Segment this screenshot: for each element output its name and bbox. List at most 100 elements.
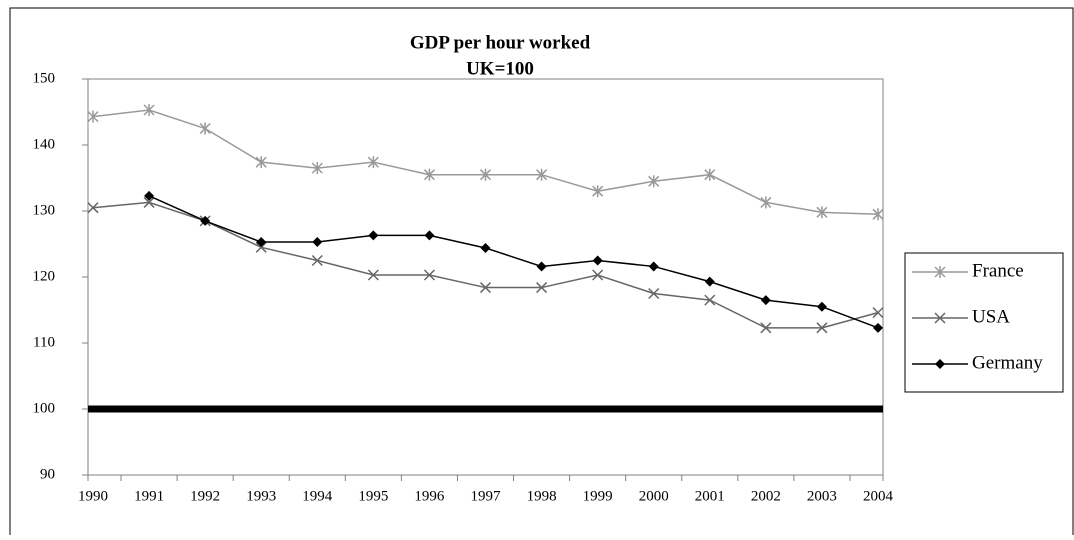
legend-label: France	[972, 260, 1024, 281]
marker	[934, 266, 946, 278]
marker	[143, 104, 155, 117]
marker	[144, 190, 155, 201]
marker	[255, 241, 267, 253]
chart-subtitle: UK=100	[466, 58, 534, 79]
marker	[816, 322, 828, 334]
x-tick-label: 2000	[639, 488, 669, 504]
marker	[592, 185, 604, 198]
x-tick-label: 2004	[863, 488, 894, 504]
marker-stroke	[648, 287, 660, 300]
marker	[935, 359, 945, 369]
marker-shape	[873, 322, 883, 333]
marker-shape	[144, 190, 155, 201]
marker	[760, 196, 772, 209]
marker	[143, 196, 155, 208]
marker	[760, 295, 771, 306]
marker	[536, 168, 548, 181]
x-tick-label: 1995	[358, 488, 388, 504]
marker-shape	[480, 242, 491, 253]
y-tick-label: 150	[33, 70, 56, 86]
marker-shape	[648, 261, 659, 272]
marker	[704, 168, 716, 181]
marker	[367, 156, 379, 169]
marker-stroke	[934, 312, 946, 324]
legend	[904, 252, 1064, 393]
marker	[536, 261, 547, 272]
marker	[200, 215, 211, 226]
x-tick-label: 1993	[246, 488, 276, 504]
marker-stroke	[255, 241, 267, 253]
marker-shape	[592, 255, 603, 266]
marker	[873, 322, 883, 333]
x-tick-label: 1991	[134, 488, 164, 504]
x-tick-label: 1992	[190, 488, 220, 504]
marker-shape	[760, 295, 771, 306]
marker-shape	[312, 237, 323, 248]
x-tick-label: 1999	[583, 488, 613, 504]
marker	[479, 282, 492, 294]
y-tick-label: 100	[33, 400, 56, 416]
marker-stroke	[143, 196, 155, 208]
marker	[592, 255, 603, 266]
x-tick-label: 2001	[695, 488, 725, 504]
marker-shape	[424, 230, 435, 241]
marker	[424, 230, 435, 241]
marker-stroke	[479, 282, 492, 294]
marker	[648, 261, 659, 272]
marker	[255, 156, 267, 169]
marker	[87, 202, 99, 214]
marker-stroke	[536, 282, 548, 294]
marker	[648, 287, 660, 300]
marker	[704, 294, 716, 306]
marker-shape	[816, 301, 827, 312]
marker	[423, 168, 435, 181]
marker-stroke	[423, 269, 435, 281]
legend-label: Germany	[972, 352, 1043, 373]
marker-shape	[200, 215, 211, 226]
x-tick-label: 1996	[414, 488, 445, 504]
marker-stroke	[87, 202, 99, 214]
marker	[816, 206, 828, 219]
x-tick-label: 1990	[78, 488, 108, 504]
marker	[367, 269, 379, 281]
marker	[199, 122, 211, 135]
marker-stroke	[760, 322, 772, 334]
chart-title: GDP per hour worked	[410, 32, 591, 53]
series-line	[148, 195, 879, 329]
marker	[311, 162, 323, 175]
y-tick-label: 110	[33, 334, 55, 350]
marker-stroke	[704, 294, 716, 306]
marker	[479, 168, 492, 181]
x-tick-label: 1998	[527, 488, 557, 504]
marker	[934, 312, 946, 324]
marker-shape	[704, 276, 715, 287]
x-tick-label: 1997	[471, 488, 502, 504]
marker	[704, 276, 715, 287]
legend-label: USA	[972, 306, 1010, 327]
marker	[311, 254, 323, 267]
marker	[872, 208, 884, 221]
marker-stroke	[872, 307, 884, 319]
marker	[592, 269, 604, 281]
marker	[368, 230, 379, 241]
marker	[480, 242, 491, 253]
marker-shape	[368, 230, 379, 241]
marker	[312, 237, 323, 248]
y-tick-label: 140	[33, 136, 56, 152]
marker	[87, 110, 99, 123]
marker-stroke	[367, 269, 379, 281]
y-tick-label: 90	[40, 466, 55, 482]
marker-stroke	[311, 254, 323, 267]
marker	[256, 237, 267, 248]
marker	[760, 322, 772, 334]
x-tick-label: 1994	[302, 488, 333, 504]
marker	[536, 282, 548, 294]
marker-stroke	[816, 322, 828, 334]
chart-frame	[9, 7, 1074, 540]
marker	[872, 307, 884, 319]
marker-shape	[256, 237, 267, 248]
marker	[648, 175, 660, 188]
marker	[423, 269, 435, 281]
marker-shape	[536, 261, 547, 272]
